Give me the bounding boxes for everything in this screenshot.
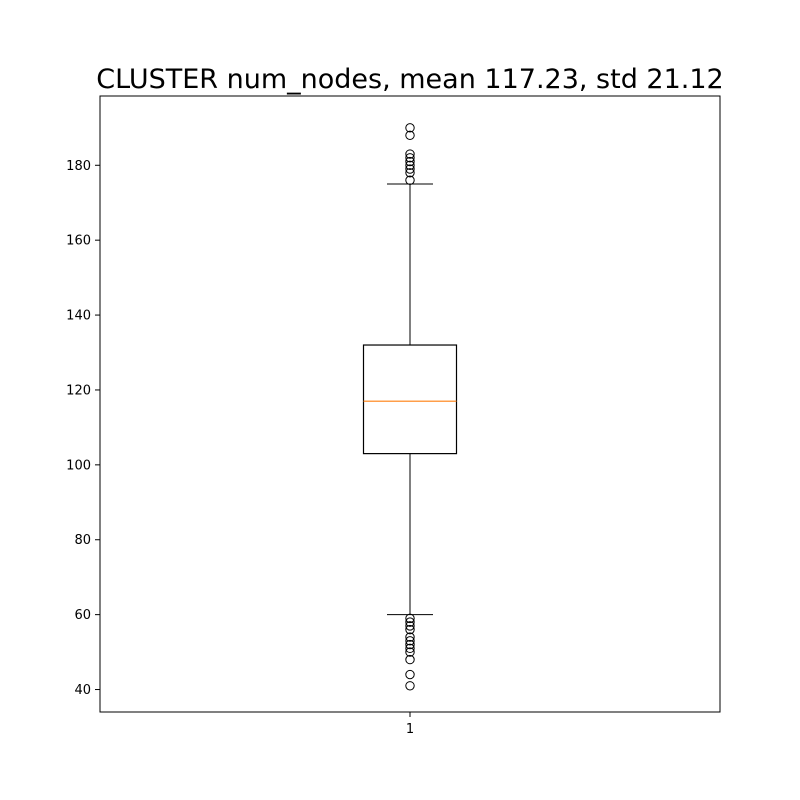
y-axis: 40 60 80 100 120 140 160 180 [66, 159, 100, 698]
x-axis: 1 [406, 712, 414, 737]
outlier-point [405, 153, 415, 163]
y-tick-label: 60 [74, 608, 91, 623]
outlier-point [405, 123, 415, 133]
outlier-point [405, 636, 415, 646]
y-tick-label: 180 [66, 159, 91, 174]
outlier-point [405, 654, 415, 665]
y-tick-label: 160 [66, 234, 91, 249]
outlier-point [405, 175, 415, 185]
y-tick-label: 40 [74, 683, 91, 698]
outlier-point [405, 160, 415, 170]
outlier-point [405, 613, 415, 624]
y-tick-label: 120 [66, 383, 91, 398]
outlier-point [405, 681, 415, 691]
outlier-point [405, 621, 415, 631]
outlier-point [405, 647, 415, 657]
outlier-point [405, 617, 415, 627]
outlier-point [405, 632, 415, 642]
outlier-point [405, 130, 415, 141]
box-group [362, 123, 458, 691]
x-tick-label: 1 [406, 722, 414, 737]
outlier-point [405, 156, 415, 167]
outlier-point [405, 669, 415, 680]
outlier-point [405, 624, 415, 635]
outlier-point [405, 639, 415, 650]
outlier-point [405, 168, 415, 178]
outlier-point [405, 164, 415, 174]
outlier-point [405, 149, 415, 159]
box-series [362, 123, 458, 691]
y-tick-label: 100 [66, 458, 91, 473]
chart-title: CLUSTER num_nodes, mean 117.23, std 21.1… [96, 64, 723, 95]
y-tick-label: 140 [66, 309, 91, 324]
iqr-box [362, 344, 458, 455]
outlier-point [405, 643, 415, 654]
y-tick-label: 80 [74, 533, 91, 548]
